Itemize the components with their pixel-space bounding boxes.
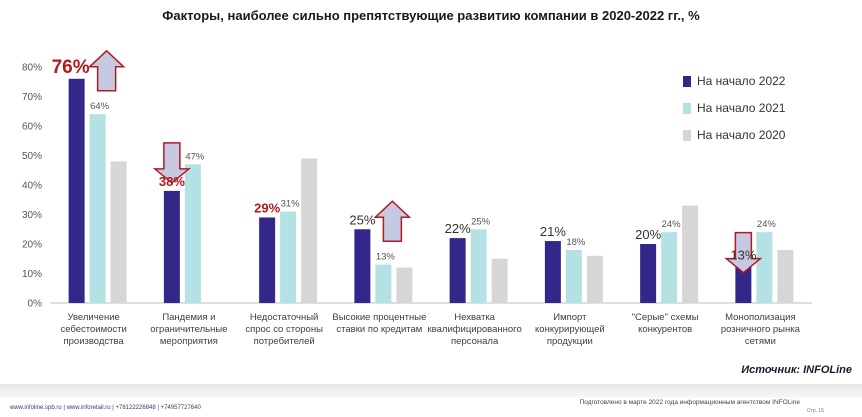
- category-label: спрос со стороны: [245, 324, 323, 335]
- data-label-2022: 25%: [349, 212, 375, 227]
- category-label: персонала: [451, 336, 499, 347]
- trend-arrow-up: [373, 200, 412, 242]
- data-label-2021: 18%: [566, 237, 586, 248]
- legend-swatch: [683, 76, 691, 87]
- bar-2021: [184, 164, 201, 303]
- category-label: конкурентов: [638, 324, 692, 335]
- bar-2022: [640, 244, 657, 303]
- legend-label: На начало 2022: [697, 74, 786, 88]
- trend-arrow-down: [724, 231, 763, 274]
- category-label: ставки по кредитам: [336, 324, 422, 335]
- bar-2022: [68, 78, 85, 303]
- footer-contacts: www.infoline.spb.ru | www.inforetail.ru …: [10, 405, 201, 411]
- bar-2020: [682, 205, 699, 303]
- category-label: Нехватка: [454, 312, 495, 323]
- y-tick-label: 10%: [22, 269, 42, 280]
- legend-swatch: [683, 103, 691, 114]
- bar-2022: [259, 217, 276, 303]
- legend-swatch: [683, 130, 691, 141]
- bar-2022: [163, 190, 180, 303]
- bar-2022: [354, 229, 371, 303]
- category-label: Пандемия и: [162, 312, 215, 323]
- category-label: Увеличение: [67, 312, 119, 323]
- trend-arrow-up: [87, 49, 126, 92]
- category-label: себестоимости: [60, 324, 126, 335]
- y-tick-label: 30%: [22, 210, 42, 221]
- bar-chart: 0% 10% 20% 30% 40% 50% 60% 70% 80% Увеличениесебе…: [22, 49, 812, 347]
- legend-label: На начало 2021: [697, 101, 786, 115]
- data-label-2021: 47%: [185, 151, 205, 162]
- page-footer: www.infoline.spb.ru | www.inforetail.ru …: [0, 384, 862, 417]
- category-label: Монополизация: [725, 312, 795, 323]
- category-label: конкурирующей: [535, 324, 605, 335]
- data-label-2022: 38%: [159, 174, 185, 189]
- data-label-2022: 76%: [52, 57, 90, 78]
- category-label: Недостаточный: [250, 312, 318, 323]
- y-tick-label: 50%: [22, 151, 42, 162]
- category-label: сетями: [745, 336, 776, 347]
- bar-2020: [110, 161, 127, 303]
- footer-credit: Подготовлено в марте 2022 года информаци…: [579, 399, 800, 406]
- bar-2021: [470, 229, 487, 303]
- data-label-2021: 25%: [471, 216, 491, 227]
- y-tick-label: 40%: [22, 181, 42, 192]
- bar-2020: [491, 258, 508, 303]
- bar-2021: [89, 114, 106, 303]
- category-label: мероприятия: [160, 336, 218, 347]
- bar-2020: [301, 158, 318, 303]
- bar-2020: [396, 267, 413, 303]
- bar-2020: [777, 249, 794, 303]
- data-label-2021: 24%: [662, 219, 682, 230]
- y-tick-label: 80%: [22, 63, 42, 74]
- bar-2021: [280, 211, 297, 303]
- category-label: потребителей: [254, 336, 315, 347]
- data-label-2021: 64%: [90, 101, 110, 112]
- data-label-2021: 31%: [281, 199, 301, 210]
- category-label: квалифицированного: [428, 324, 522, 335]
- category-label: ограничительные: [150, 324, 227, 335]
- chart-title: Факторы, наиболее сильно препятствующие …: [162, 8, 700, 23]
- bar-2022: [544, 241, 561, 303]
- category-label: Импорт: [553, 312, 587, 323]
- footer-band: [0, 384, 862, 398]
- category-label: производства: [63, 336, 124, 347]
- category-label: "Серые" схемы: [632, 312, 699, 323]
- y-tick-label: 0%: [28, 299, 43, 310]
- category-label: Высокие процентные: [332, 312, 426, 323]
- data-label-2022: 20%: [635, 227, 661, 242]
- bar-2022: [735, 264, 752, 303]
- category-label: продукции: [547, 336, 593, 347]
- y-tick-label: 60%: [22, 122, 42, 133]
- data-label-2022: 29%: [254, 200, 280, 215]
- y-tick-label: 70%: [22, 92, 42, 103]
- bar-2021: [375, 264, 392, 303]
- legend-label: На начало 2020: [697, 128, 786, 142]
- bar-2021: [565, 249, 582, 303]
- data-label-2022: 13%: [730, 248, 756, 263]
- bar-2021: [756, 232, 773, 303]
- data-label-2022: 21%: [540, 224, 566, 239]
- source-note: Источник: INFOLine: [741, 364, 852, 376]
- data-label-2021: 24%: [757, 219, 777, 230]
- trend-arrow-down: [152, 142, 191, 184]
- y-tick-label: 20%: [22, 240, 42, 251]
- category-label: розничного рынка: [721, 324, 801, 335]
- page-number: Стр. 15: [806, 408, 824, 414]
- bar-2022: [449, 238, 466, 303]
- data-label-2021: 13%: [376, 252, 396, 263]
- bar-2020: [586, 255, 603, 303]
- data-label-2022: 22%: [445, 221, 471, 236]
- bar-2021: [661, 232, 678, 303]
